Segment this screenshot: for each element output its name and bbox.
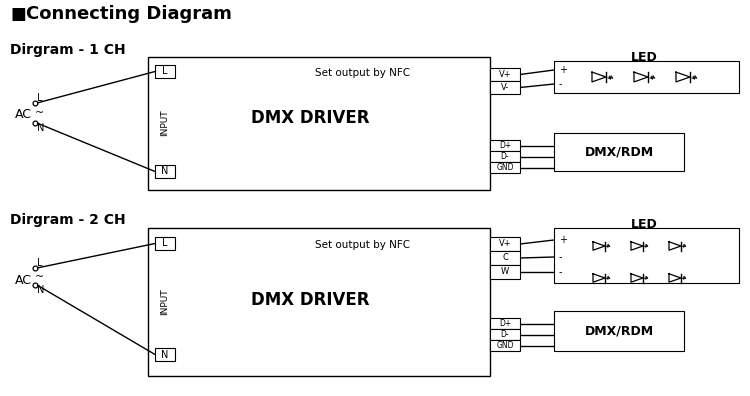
Bar	[490, 68, 520, 81]
Bar	[490, 237, 520, 251]
Bar	[148, 228, 490, 376]
Text: N: N	[37, 285, 44, 295]
Text: V+: V+	[499, 70, 512, 79]
Bar	[148, 57, 490, 190]
Text: INPUT: INPUT	[160, 289, 170, 315]
Text: L: L	[37, 93, 43, 103]
Bar	[155, 165, 175, 178]
Bar	[554, 133, 684, 171]
Bar	[490, 140, 520, 151]
Bar	[490, 265, 520, 279]
Text: Connecting Diagram: Connecting Diagram	[26, 5, 232, 23]
Text: ~: ~	[34, 272, 44, 282]
Text: AC: AC	[15, 109, 32, 122]
Text: N: N	[161, 350, 169, 360]
Text: ~: ~	[34, 108, 44, 118]
Text: L: L	[162, 67, 168, 76]
Text: -: -	[559, 267, 562, 277]
Text: V-: V-	[501, 83, 509, 92]
Text: L: L	[162, 238, 168, 249]
Text: LED: LED	[631, 218, 657, 231]
Text: D+: D+	[499, 141, 512, 150]
Text: C: C	[502, 253, 508, 263]
Text: DMX/RDM: DMX/RDM	[584, 145, 653, 158]
Text: DMX DRIVER: DMX DRIVER	[251, 291, 369, 309]
Text: +: +	[559, 65, 567, 75]
Bar	[490, 340, 520, 351]
Bar	[490, 81, 520, 94]
Text: Set output by NFC: Set output by NFC	[315, 240, 410, 250]
Bar	[490, 329, 520, 340]
Bar	[155, 237, 175, 250]
Text: GND: GND	[496, 341, 514, 350]
Bar	[554, 61, 739, 93]
Bar	[490, 162, 520, 173]
Text: D+: D+	[499, 319, 512, 328]
Text: N: N	[161, 166, 169, 177]
Text: DMX DRIVER: DMX DRIVER	[251, 109, 369, 127]
Bar	[554, 228, 739, 283]
Text: AC: AC	[15, 274, 32, 286]
Text: DMX/RDM: DMX/RDM	[584, 324, 653, 337]
Bar	[155, 65, 175, 78]
Bar	[554, 311, 684, 351]
Text: Dirgram - 2 CH: Dirgram - 2 CH	[10, 213, 125, 227]
Text: GND: GND	[496, 163, 514, 172]
Text: -: -	[559, 252, 562, 262]
Bar	[490, 151, 520, 162]
Text: Dirgram - 1 CH: Dirgram - 1 CH	[10, 43, 125, 57]
Text: N: N	[37, 123, 44, 133]
Text: V+: V+	[499, 240, 512, 249]
Bar	[155, 348, 175, 361]
Text: D-: D-	[501, 330, 509, 339]
Text: W: W	[501, 268, 509, 276]
Text: INPUT: INPUT	[160, 110, 170, 136]
Text: L: L	[37, 258, 43, 268]
Text: ■: ■	[10, 5, 26, 23]
Text: D-: D-	[501, 152, 509, 161]
Text: +: +	[559, 235, 567, 245]
Bar	[490, 318, 520, 329]
Bar	[490, 251, 520, 265]
Text: Set output by NFC: Set output by NFC	[315, 68, 410, 78]
Text: -: -	[559, 79, 562, 89]
Text: LED: LED	[631, 51, 657, 64]
